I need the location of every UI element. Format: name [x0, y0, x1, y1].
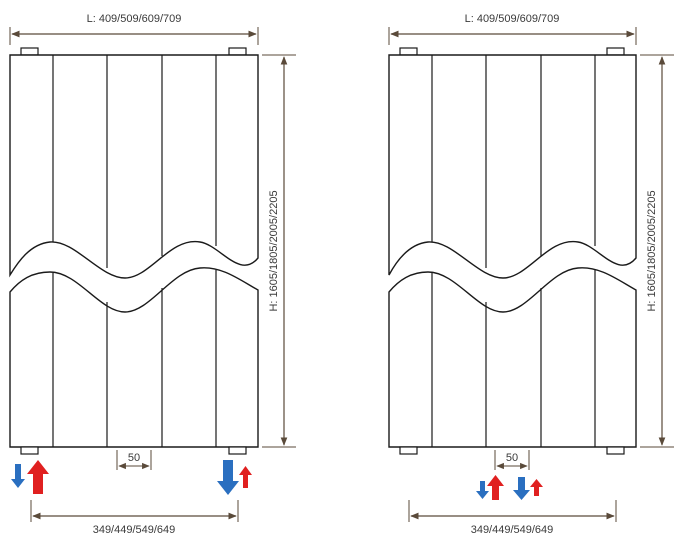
radiator-upper-body — [388, 54, 637, 279]
arrow-down-blue-icon — [11, 464, 25, 488]
section-dividers-upper — [52, 55, 217, 268]
top-connector-left — [20, 47, 39, 56]
bottom-connector-right — [606, 446, 625, 455]
radiator-upper-body — [9, 54, 259, 279]
arrow-up-red-icon — [530, 479, 543, 496]
width-dimension: L: 409/509/609/709 — [9, 13, 259, 45]
radiator-lower-body — [9, 267, 259, 448]
left-radiator: L: 409/509/609/709 — [9, 13, 296, 536]
pipe-spacing-label: 50 — [506, 452, 518, 464]
arrow-down-blue-icon — [217, 460, 239, 495]
top-connector-right — [228, 47, 247, 56]
connection-span-dimension: 349/449/549/649 — [408, 500, 617, 536]
arrow-up-red-icon — [487, 475, 504, 500]
section-dividers-lower — [52, 270, 217, 447]
arrow-up-red-icon — [27, 460, 49, 494]
connection-span-label: 349/449/549/649 — [471, 524, 554, 536]
pipe-spacing-dimension: 50 — [116, 450, 152, 470]
radiator-lower-body — [388, 267, 637, 448]
section-dividers-lower — [431, 270, 596, 447]
connection-span-dimension: 349/449/549/649 — [30, 500, 239, 536]
height-dimension: H: 1605/1805/2005/2205 — [262, 54, 296, 448]
width-label: L: 409/509/609/709 — [465, 13, 560, 25]
section-dividers-upper — [431, 55, 596, 268]
bottom-connector-right — [228, 446, 247, 455]
arrow-down-blue-icon — [513, 477, 530, 500]
top-connector-left — [399, 47, 418, 56]
width-label: L: 409/509/609/709 — [87, 13, 182, 25]
height-label: H: 1605/1805/2005/2205 — [646, 190, 658, 311]
top-connector-right — [606, 47, 625, 56]
height-dimension: H: 1605/1805/2005/2205 — [640, 54, 674, 448]
height-label: H: 1605/1805/2005/2205 — [268, 190, 280, 311]
pipe-spacing-dimension: 50 — [494, 450, 530, 470]
right-radiator: L: 409/509/609/709 H: 1605/ — [388, 13, 674, 536]
connection-span-label: 349/449/549/649 — [93, 524, 176, 536]
pipe-spacing-label: 50 — [128, 452, 140, 464]
arrow-up-red-icon — [239, 466, 252, 488]
bottom-connector-left — [20, 446, 39, 455]
bottom-connector-left — [399, 446, 418, 455]
arrow-down-blue-icon — [476, 481, 489, 499]
width-dimension: L: 409/509/609/709 — [388, 13, 637, 45]
